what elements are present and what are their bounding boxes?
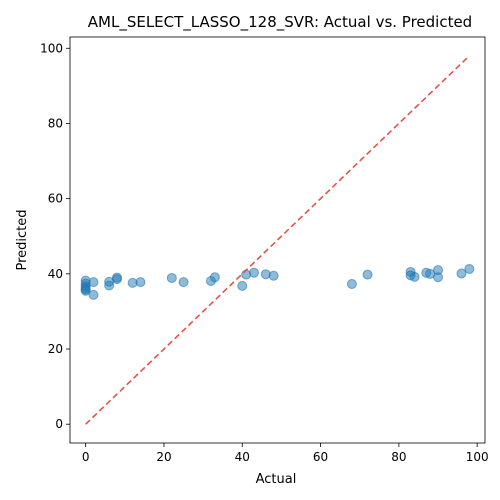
y-tick-label-80: 80	[48, 116, 63, 130]
scatter-point-17	[210, 273, 219, 282]
scatter-point-14	[167, 273, 176, 282]
scatter-point-9	[105, 281, 114, 290]
plot-frame	[70, 37, 485, 443]
y-tick-label-60: 60	[48, 192, 63, 206]
scatter-point-22	[269, 271, 278, 280]
scatter-point-13	[136, 278, 145, 287]
y-axis-label: Predicted	[15, 209, 30, 270]
x-tick-label-40: 40	[235, 450, 250, 464]
scatter-point-23	[347, 279, 356, 288]
y-tick-label-100: 100	[40, 41, 63, 55]
scatter-point-27	[410, 272, 419, 281]
scatter-point-15	[179, 278, 188, 287]
plot-area: 0 20 40 60 80 100 0 20 40 60 80 100	[40, 37, 489, 464]
scatter-point-6	[89, 278, 98, 287]
scatter-point-33	[465, 264, 474, 273]
chart-title: AML_SELECT_LASSO_128_SVR: Actual vs. Pre…	[88, 13, 472, 32]
y-tick-label-20: 20	[48, 342, 63, 356]
reference-line	[86, 56, 470, 424]
x-tick-label-100: 100	[466, 450, 489, 464]
y-tick-label-40: 40	[48, 267, 63, 281]
x-tick-label-20: 20	[156, 450, 171, 464]
x-tick-label-80: 80	[391, 450, 406, 464]
y-tick-label-0: 0	[55, 417, 63, 431]
scatter-point-7	[89, 290, 98, 299]
scatter-point-31	[434, 273, 443, 282]
scatter-point-11	[112, 275, 121, 284]
x-tick-label-0: 0	[82, 450, 90, 464]
scatter-point-18	[238, 281, 247, 290]
scatter-point-24	[363, 270, 372, 279]
x-axis-label: Actual	[256, 472, 297, 487]
x-tick-label-60: 60	[313, 450, 328, 464]
scatter-point-20	[250, 268, 259, 277]
